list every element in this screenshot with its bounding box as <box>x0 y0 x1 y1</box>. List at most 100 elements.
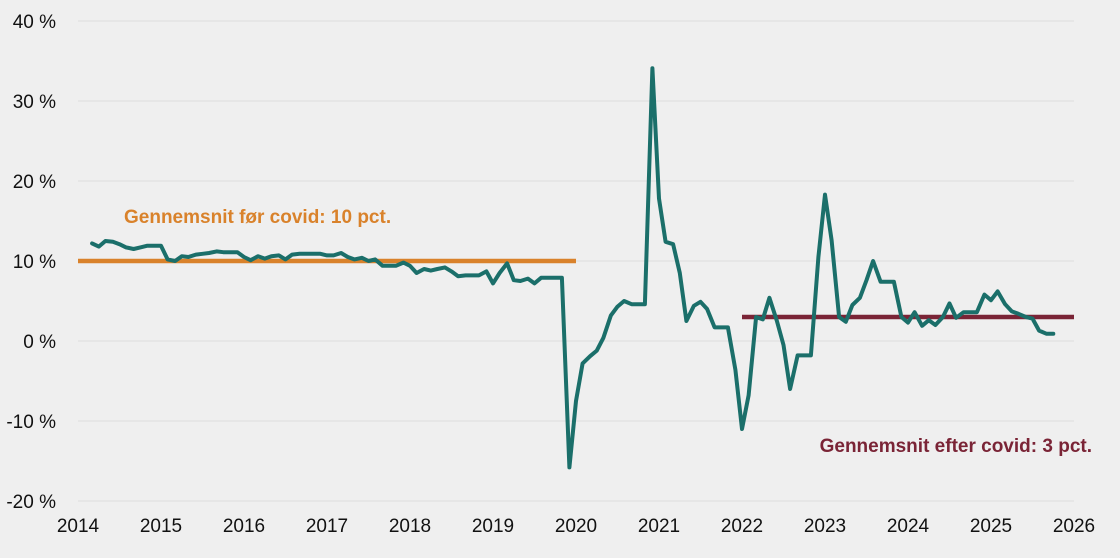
data-point <box>449 269 453 273</box>
data-point <box>117 242 121 246</box>
data-point <box>408 264 412 268</box>
data-point <box>692 304 696 308</box>
x-tick-label: 2024 <box>887 516 930 537</box>
data-point <box>138 245 142 249</box>
data-point <box>103 239 107 243</box>
data-point <box>256 254 260 258</box>
data-point <box>975 310 979 314</box>
data-point <box>906 320 910 324</box>
data-point <box>131 247 135 251</box>
data-point <box>802 353 806 357</box>
data-point <box>1030 316 1034 320</box>
data-point <box>248 258 252 262</box>
data-point <box>746 393 750 397</box>
x-tick-label: 2025 <box>970 516 1012 537</box>
data-point <box>657 196 661 200</box>
data-point <box>858 296 862 300</box>
data-point <box>505 261 509 265</box>
data-point <box>484 269 488 273</box>
data-point <box>961 310 965 314</box>
y-tick-label: -20 % <box>6 492 56 513</box>
data-point <box>968 310 972 314</box>
data-point <box>829 238 833 242</box>
data-point <box>595 348 599 352</box>
data-point <box>885 280 889 284</box>
data-point <box>297 252 301 256</box>
data-point <box>443 265 447 269</box>
data-point <box>1051 332 1055 336</box>
data-point <box>331 253 335 257</box>
x-tick-label: 2015 <box>140 516 182 537</box>
x-tick-label: 2021 <box>638 516 680 537</box>
data-point <box>456 274 460 278</box>
data-point <box>1016 312 1020 316</box>
data-point <box>899 315 903 319</box>
y-tick-label: -10 % <box>6 412 56 433</box>
data-point <box>311 252 315 256</box>
data-point <box>173 259 177 263</box>
data-point <box>463 273 467 277</box>
data-point <box>912 310 916 314</box>
data-point <box>601 336 605 340</box>
data-point <box>733 368 737 372</box>
data-point <box>373 257 377 261</box>
data-point <box>823 192 827 196</box>
y-tick-label: 20 % <box>13 172 56 193</box>
data-point <box>532 281 536 285</box>
data-point <box>366 259 370 263</box>
data-point <box>1010 309 1014 313</box>
data-point <box>339 251 343 255</box>
data-point <box>927 318 931 322</box>
x-tick-label: 2026 <box>1053 516 1095 537</box>
data-point <box>277 253 281 257</box>
data-point <box>539 276 543 280</box>
data-point <box>636 302 640 306</box>
data-point <box>1024 315 1028 319</box>
data-point <box>186 255 190 259</box>
data-point <box>221 250 225 254</box>
data-point <box>318 252 322 256</box>
data-point <box>304 252 308 256</box>
data-point <box>414 271 418 275</box>
data-point <box>422 267 426 271</box>
data-point <box>325 253 329 257</box>
x-tick-label: 2014 <box>57 516 100 537</box>
data-point <box>767 296 771 300</box>
data-point <box>200 252 204 256</box>
data-point <box>512 278 516 282</box>
data-point <box>214 249 218 253</box>
data-point <box>809 353 813 357</box>
data-point <box>892 280 896 284</box>
data-point <box>678 271 682 275</box>
data-point <box>629 302 633 306</box>
data-point <box>663 240 667 244</box>
data-point <box>360 256 364 260</box>
data-point <box>97 244 101 248</box>
y-axis-tick-labels: 40 % 30 % 20 % 10 % 0 % -10 % -20 % <box>6 12 56 513</box>
x-tick-label: 2022 <box>721 516 763 537</box>
data-point <box>269 254 273 258</box>
data-point <box>283 257 287 261</box>
x-tick-label: 2016 <box>223 516 265 537</box>
x-tick-label: 2023 <box>804 516 846 537</box>
data-point <box>1037 328 1041 332</box>
annotation-post-covid-average: Gennemsnit efter covid: 3 pct. <box>820 436 1092 457</box>
data-point <box>982 292 986 296</box>
data-point <box>159 244 163 248</box>
data-point <box>850 303 854 307</box>
data-point <box>754 315 758 319</box>
data-point <box>152 244 156 248</box>
data-point <box>180 254 184 258</box>
data-point <box>844 320 848 324</box>
data-point <box>878 280 882 284</box>
data-point <box>207 251 211 255</box>
data-point <box>622 299 626 303</box>
data-point <box>989 298 993 302</box>
data-point <box>290 252 294 256</box>
data-point <box>165 257 169 261</box>
data-point <box>684 319 688 323</box>
data-point <box>609 313 613 317</box>
y-tick-label: 10 % <box>13 252 56 273</box>
data-point <box>995 289 999 293</box>
data-point <box>933 323 937 327</box>
